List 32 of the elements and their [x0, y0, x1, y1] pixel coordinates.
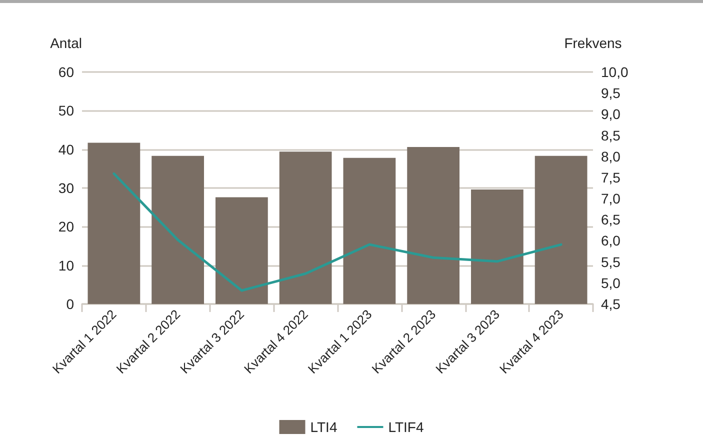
- y2-tick-label: 9,5: [601, 85, 621, 102]
- y2-axis-title: Frekvens: [564, 35, 622, 51]
- legend-label: LTI4: [310, 419, 338, 435]
- y2-tick-label: 5,0: [601, 274, 621, 291]
- bar: [471, 190, 524, 304]
- y2-tick-label: 8,5: [601, 127, 621, 144]
- y2-tick-label: 7,0: [601, 190, 621, 207]
- bar: [279, 152, 332, 304]
- y-tick-label: 50: [58, 102, 74, 119]
- bar: [534, 156, 588, 304]
- y-axis-title: Antal: [50, 35, 82, 51]
- y2-tick-label: 4,5: [601, 296, 621, 312]
- y2-tick-label: 7,5: [601, 169, 621, 186]
- bar: [152, 156, 204, 304]
- y-tick-label: 30: [58, 180, 74, 196]
- y-tick-label: 0: [66, 296, 74, 312]
- y2-tick-label: 6,5: [601, 212, 621, 228]
- y2-tick-label: 8,0: [601, 148, 621, 164]
- y2-tick-label: 10,0: [601, 64, 628, 80]
- y-tick-label: 60: [58, 64, 74, 80]
- bar: [343, 158, 396, 304]
- bar: [88, 142, 140, 304]
- y2-tick-label: 9,0: [601, 106, 621, 122]
- y-tick-label: 40: [58, 141, 74, 158]
- y-tick-label: 20: [58, 218, 74, 235]
- y-tick-label: 10: [58, 257, 74, 274]
- y2-tick-label: 5,5: [601, 254, 621, 270]
- bar: [216, 197, 268, 304]
- legend-label: LTIF4: [388, 419, 424, 435]
- bar: [407, 147, 460, 304]
- y2-tick-label: 6,0: [601, 232, 621, 249]
- line-series: [112, 172, 562, 292]
